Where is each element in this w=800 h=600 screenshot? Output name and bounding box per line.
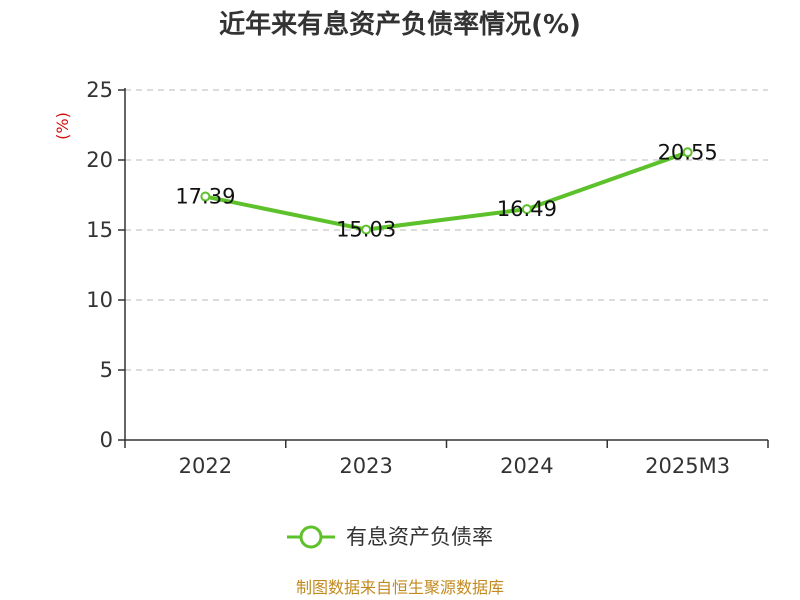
data-point (682, 147, 693, 158)
legend-circle-marker (299, 525, 323, 549)
source-note: 制图数据来自恒生聚源数据库 (296, 578, 504, 597)
series-layer: 17.39 15.03 16.49 20.55 (175, 140, 717, 241)
x-tick-label: 2025M3 (645, 454, 730, 478)
data-label: 15.03 (336, 218, 396, 242)
gridlines (125, 89, 768, 371)
legend-label: 有息资产负债率 (346, 525, 493, 549)
y-axis-label: (%) (53, 112, 72, 140)
data-point (361, 224, 372, 235)
data-point (200, 191, 211, 202)
series-line (203, 150, 690, 232)
y-tick-label: 5 (100, 358, 113, 382)
data-label: 17.39 (175, 185, 235, 209)
y-tick-label: 15 (86, 218, 113, 242)
x-tick-label: 2022 (179, 454, 232, 478)
x-tick-labels: 2022 2023 2024 2025M3 (179, 454, 730, 478)
x-tick-label: 2023 (339, 454, 392, 478)
y-tick-labels: 0 5 10 15 20 25 (86, 78, 113, 452)
legend[interactable]: 有息资产负债率 (287, 525, 493, 549)
y-tick-label: 20 (86, 148, 113, 172)
y-tick-label: 0 (100, 428, 113, 452)
data-label: 20.55 (658, 140, 718, 164)
y-tick-label: 25 (86, 78, 113, 102)
axes (118, 88, 769, 448)
y-tick-label: 10 (86, 288, 113, 312)
data-point (521, 204, 532, 215)
chart-title: 近年来有息资产负债率情况(%) (219, 9, 581, 40)
x-tick-label: 2024 (500, 454, 553, 478)
data-label: 16.49 (497, 197, 557, 221)
